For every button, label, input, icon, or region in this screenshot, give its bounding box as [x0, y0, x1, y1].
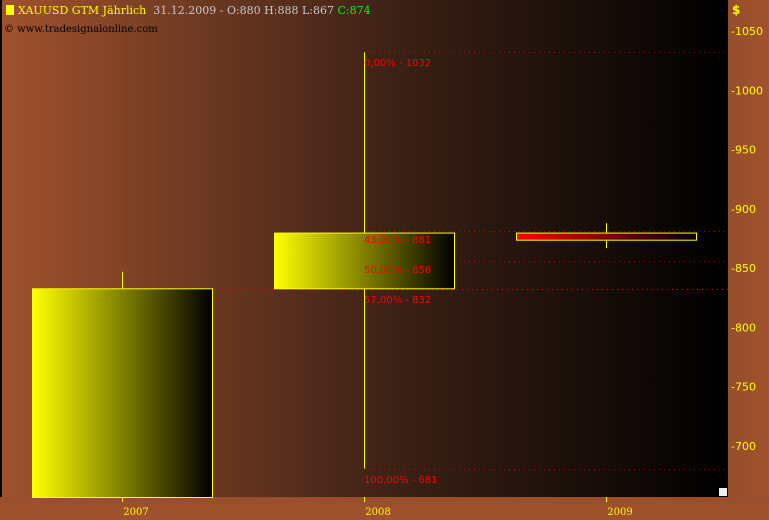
y-tick-label: -700 [731, 440, 756, 453]
chart-header: XAUUSD GTM Jährlich 31.12.2009 - O:880 H… [6, 4, 371, 17]
fib-label: 100,00% - 681 [364, 475, 438, 486]
fib-label: 43,00% - 881 [364, 235, 431, 246]
fib-label: 50,00% - 856 [364, 265, 431, 276]
x-tick-label: 2008 [365, 507, 390, 518]
y-tick-label: -1050 [731, 25, 763, 38]
y-tick-label: -1000 [731, 84, 763, 97]
y-tick-label: -950 [731, 144, 756, 157]
y-tick-label: -850 [731, 262, 756, 275]
candle-body [274, 232, 455, 290]
y-tick-label: -750 [731, 381, 756, 394]
fib-label: 57,00% - 832 [364, 295, 431, 306]
fib-label: 0,00% - 1032 [364, 58, 431, 69]
symbol-title: XAUUSD GTM Jährlich [18, 4, 147, 17]
resize-corner-icon[interactable] [719, 488, 727, 496]
unit-label: $ [732, 3, 741, 17]
x-tick-label: 2007 [123, 507, 148, 518]
candle-body [516, 232, 697, 241]
ohlc-readout: 31.12.2009 - O:880 H:888 L:867 [153, 4, 334, 17]
close-readout: C:874 [337, 4, 371, 17]
source-credit: © www.tradesignalonline.com [4, 24, 158, 35]
candle-body [32, 288, 213, 498]
y-tick-label: -900 [731, 203, 756, 216]
y-tick-label: -800 [731, 321, 756, 334]
x-tick-label: 2009 [607, 507, 632, 518]
candle-icon [6, 5, 14, 15]
